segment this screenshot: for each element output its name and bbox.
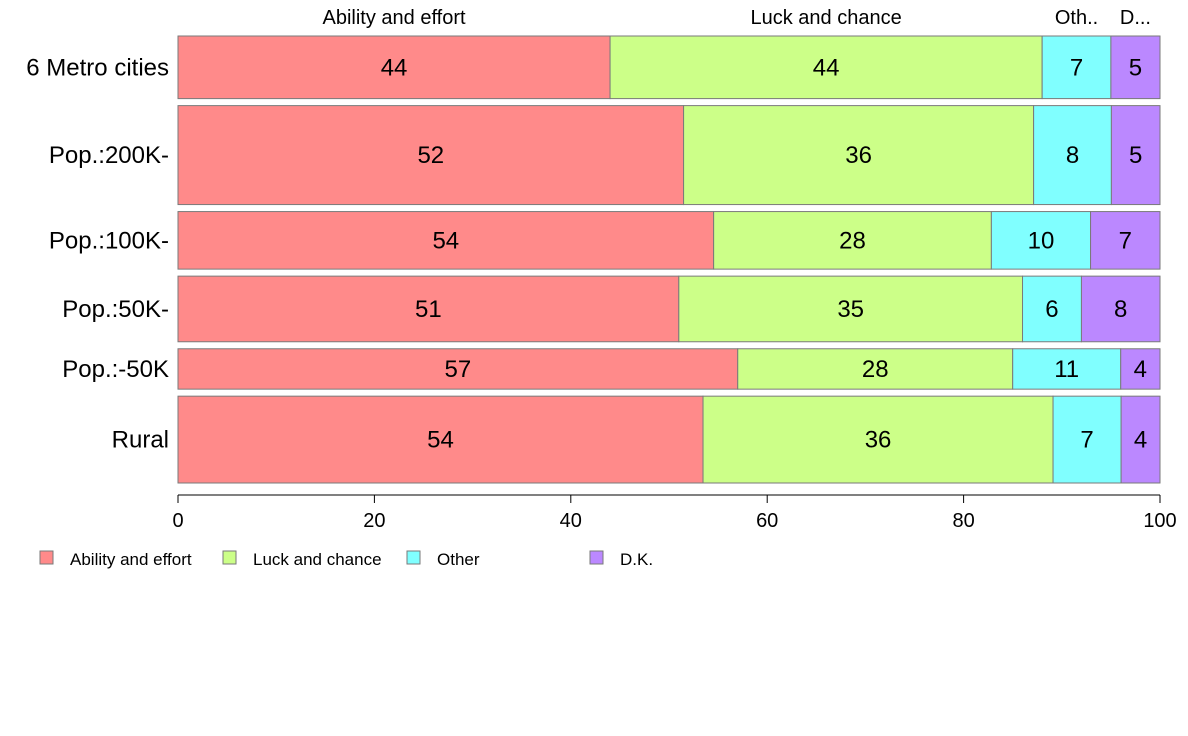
bar-segment [678, 275, 1024, 343]
bar-segment [713, 211, 992, 270]
row-label: Pop.:200K- [49, 142, 169, 169]
bar-segment [737, 348, 1014, 390]
x-tick-label: 80 [952, 510, 974, 532]
x-tick-label: 100 [1143, 510, 1176, 532]
bar-segment [1080, 275, 1161, 343]
data-label: 5 [1129, 54, 1142, 81]
data-label: 36 [865, 427, 892, 454]
bar-segment [177, 211, 715, 270]
top-category-label: Oth.. [1055, 7, 1098, 29]
bar-segment [177, 35, 611, 100]
data-label: 52 [417, 142, 444, 169]
data-label: 8 [1066, 142, 1079, 169]
data-label: 7 [1080, 427, 1093, 454]
bar-segment [1090, 211, 1161, 270]
bar-segment [609, 35, 1043, 100]
bar-segment [1052, 395, 1122, 484]
bar-segment [702, 395, 1054, 484]
bar-segment [1120, 348, 1161, 390]
data-label: 28 [839, 227, 866, 254]
bar-segment [1110, 35, 1161, 100]
row-label: 6 Metro cities [26, 54, 169, 81]
bar-segment [177, 348, 739, 390]
row-label: Pop.:100K- [49, 227, 169, 254]
x-tick-label: 40 [560, 510, 582, 532]
legend-swatch [222, 550, 237, 565]
top-category-label: Luck and chance [751, 7, 902, 29]
data-label: 28 [862, 356, 889, 383]
data-label: 54 [432, 227, 459, 254]
data-label: 44 [381, 54, 408, 81]
data-label: 10 [1028, 227, 1055, 254]
data-label: 57 [445, 356, 472, 383]
data-label: 4 [1134, 427, 1147, 454]
data-label: 5 [1129, 142, 1142, 169]
data-label: 4 [1134, 356, 1147, 383]
legend-label: D.K. [620, 550, 653, 569]
data-label: 8 [1114, 296, 1127, 323]
bar-segment [1041, 35, 1112, 100]
legend-swatch [39, 550, 54, 565]
legend-swatch [406, 550, 421, 565]
bar-segment [1012, 348, 1122, 390]
data-label: 36 [845, 142, 872, 169]
bar-segment [683, 105, 1035, 206]
legend-label: Ability and effort [70, 550, 192, 569]
data-label: 54 [427, 427, 454, 454]
top-category-label: Ability and effort [323, 7, 466, 29]
x-tick-label: 60 [756, 510, 778, 532]
data-label: 44 [813, 54, 840, 81]
top-category-label: D... [1120, 7, 1151, 29]
data-label: 6 [1045, 296, 1058, 323]
data-label: 35 [837, 296, 864, 323]
legend-label: Other [437, 550, 480, 569]
bar-segment [177, 395, 704, 484]
bar-segment [1120, 395, 1161, 484]
data-label: 11 [1054, 356, 1079, 383]
bar-segment [177, 105, 685, 206]
bar-segment [1033, 105, 1112, 206]
row-label: Rural [112, 427, 169, 454]
x-tick-label: 20 [363, 510, 385, 532]
row-label: Pop.:-50K [62, 356, 169, 383]
data-label: 51 [415, 296, 442, 323]
legend-swatch [589, 550, 604, 565]
bar-segment [177, 275, 680, 343]
legend-label: Luck and chance [253, 550, 382, 569]
x-tick-label: 0 [172, 510, 183, 532]
data-label: 7 [1070, 54, 1083, 81]
row-label: Pop.:50K- [62, 296, 169, 323]
bar-segment [1110, 105, 1161, 206]
data-label: 7 [1119, 227, 1132, 254]
